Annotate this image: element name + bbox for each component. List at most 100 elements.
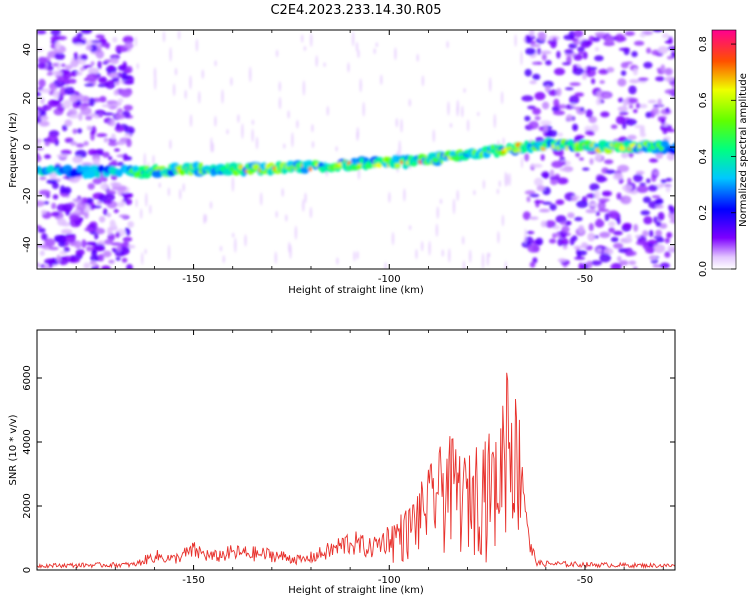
- heat-streak-35: [357, 49, 360, 59]
- heat-noise-396: [110, 57, 119, 65]
- heat-noise-451: [529, 30, 535, 37]
- heat-noise-413: [561, 238, 569, 246]
- heat-noise-653: [534, 177, 544, 187]
- heat-streak-2: [275, 49, 279, 58]
- colorbar-label: Normalized spectral amplitude: [738, 73, 749, 227]
- heat-streak-117: [278, 81, 281, 92]
- heat-noise-164: [95, 49, 105, 59]
- heat-streak-80: [477, 112, 480, 116]
- heat-streak-5: [416, 53, 419, 62]
- heat-noise-467: [653, 244, 666, 254]
- heat-noise-787: [551, 160, 564, 168]
- heat-noise-613: [532, 61, 538, 65]
- heat-noise-781: [573, 30, 584, 38]
- heat-streak-62: [498, 180, 501, 188]
- heat-noise-821: [604, 35, 615, 44]
- heat-noise-895: [571, 38, 578, 42]
- heat-noise-647: [581, 242, 588, 249]
- heat-noise-372: [37, 147, 45, 151]
- heat-streak-133: [195, 38, 199, 52]
- heat-noise-468: [37, 91, 42, 97]
- heat-noise-531: [529, 193, 540, 198]
- heat-noise-679: [569, 82, 581, 86]
- heat-noise-722: [125, 198, 133, 205]
- heat-noise-494: [104, 239, 113, 245]
- heat-noise-847: [585, 109, 593, 118]
- heat-noise-829: [627, 134, 637, 140]
- heat-streak-20: [347, 62, 350, 73]
- heat-streak-85: [362, 101, 365, 117]
- heat-streak-34: [435, 223, 439, 237]
- heat-noise-11: [582, 167, 590, 171]
- heat-streak-72: [311, 124, 314, 133]
- heat-streak-106: [421, 241, 424, 252]
- snr-frame: [36, 329, 676, 571]
- heat-noise-763: [556, 87, 562, 97]
- heat-noise-563: [596, 218, 602, 225]
- heat-noise-793: [532, 107, 541, 115]
- heat-streak-3: [359, 78, 362, 93]
- heat-streak-67: [400, 118, 403, 133]
- heat-noise-311: [574, 256, 586, 260]
- heat-noise-43: [662, 33, 670, 39]
- heat-streak-57: [500, 91, 504, 105]
- heat-noise-897: [550, 178, 558, 186]
- heat-noise-822: [41, 209, 47, 215]
- heat-noise-283: [646, 178, 651, 184]
- heat-streak-89: [395, 117, 398, 128]
- heat-noise-668: [97, 254, 105, 262]
- heat-noise-783: [530, 44, 541, 48]
- heat-streak-83: [275, 210, 278, 218]
- heat-noise-466: [115, 256, 121, 261]
- heat-noise-828: [113, 89, 119, 96]
- snr-series-line: [37, 372, 675, 570]
- heat-noise-470: [44, 238, 56, 247]
- heat-noise-544: [72, 36, 83, 45]
- heat-noise-773: [543, 124, 548, 132]
- snr-xtick-label: -150: [182, 575, 205, 586]
- heat-noise-894: [72, 198, 83, 202]
- heat-streak-147: [323, 62, 326, 67]
- heat-noise-634: [84, 227, 95, 232]
- heat-ridge-1381: [658, 146, 664, 152]
- heat-noise-598: [105, 43, 110, 49]
- heat-noise-735: [664, 251, 671, 258]
- heat-streak-22: [508, 173, 511, 186]
- heat-streak-44: [428, 240, 431, 256]
- heat-noise-856: [81, 197, 88, 203]
- heat-noise-789: [557, 258, 567, 263]
- heat-noise-149: [652, 264, 662, 268]
- heat-noise-760: [70, 141, 78, 146]
- heat-noise-888: [64, 241, 69, 247]
- heat-noise-791: [665, 107, 670, 113]
- heat-noise-838: [64, 86, 75, 95]
- heat-noise-555: [545, 60, 552, 66]
- heat-noise-562: [64, 137, 74, 143]
- heat-noise-574: [77, 59, 87, 65]
- heat-noise-126: [103, 250, 112, 258]
- heat-noise-881: [573, 136, 583, 141]
- heat-noise-280: [105, 193, 115, 202]
- heat-noise-809: [643, 61, 653, 69]
- heat-ridge-1382: [661, 139, 670, 148]
- heat-streak-61: [448, 248, 451, 263]
- heat-noise-648: [90, 125, 97, 135]
- heat-noise-403: [539, 208, 550, 213]
- heat-streak-39: [408, 98, 411, 107]
- heat-streak-151: [135, 198, 138, 208]
- heat-noise-519: [603, 247, 614, 255]
- heat-streak-69: [394, 47, 397, 61]
- heat-streak-70: [251, 128, 254, 142]
- snr-line-layer: [37, 372, 675, 570]
- heat-noise-896: [115, 122, 121, 130]
- heat-noise-738: [37, 244, 47, 248]
- heat-noise-341: [613, 230, 623, 236]
- heat-noise-373: [636, 185, 649, 193]
- spectrogram-xtick-label: -150: [182, 274, 205, 285]
- heat-noise-571: [608, 227, 615, 234]
- heat-streak-12: [294, 225, 298, 240]
- heat-noise-705: [621, 152, 629, 159]
- snr-ylabel: SNR (10 * v/v): [8, 414, 19, 485]
- snr-ytick-label: 4000: [22, 429, 33, 454]
- heat-noise-298: [126, 264, 133, 269]
